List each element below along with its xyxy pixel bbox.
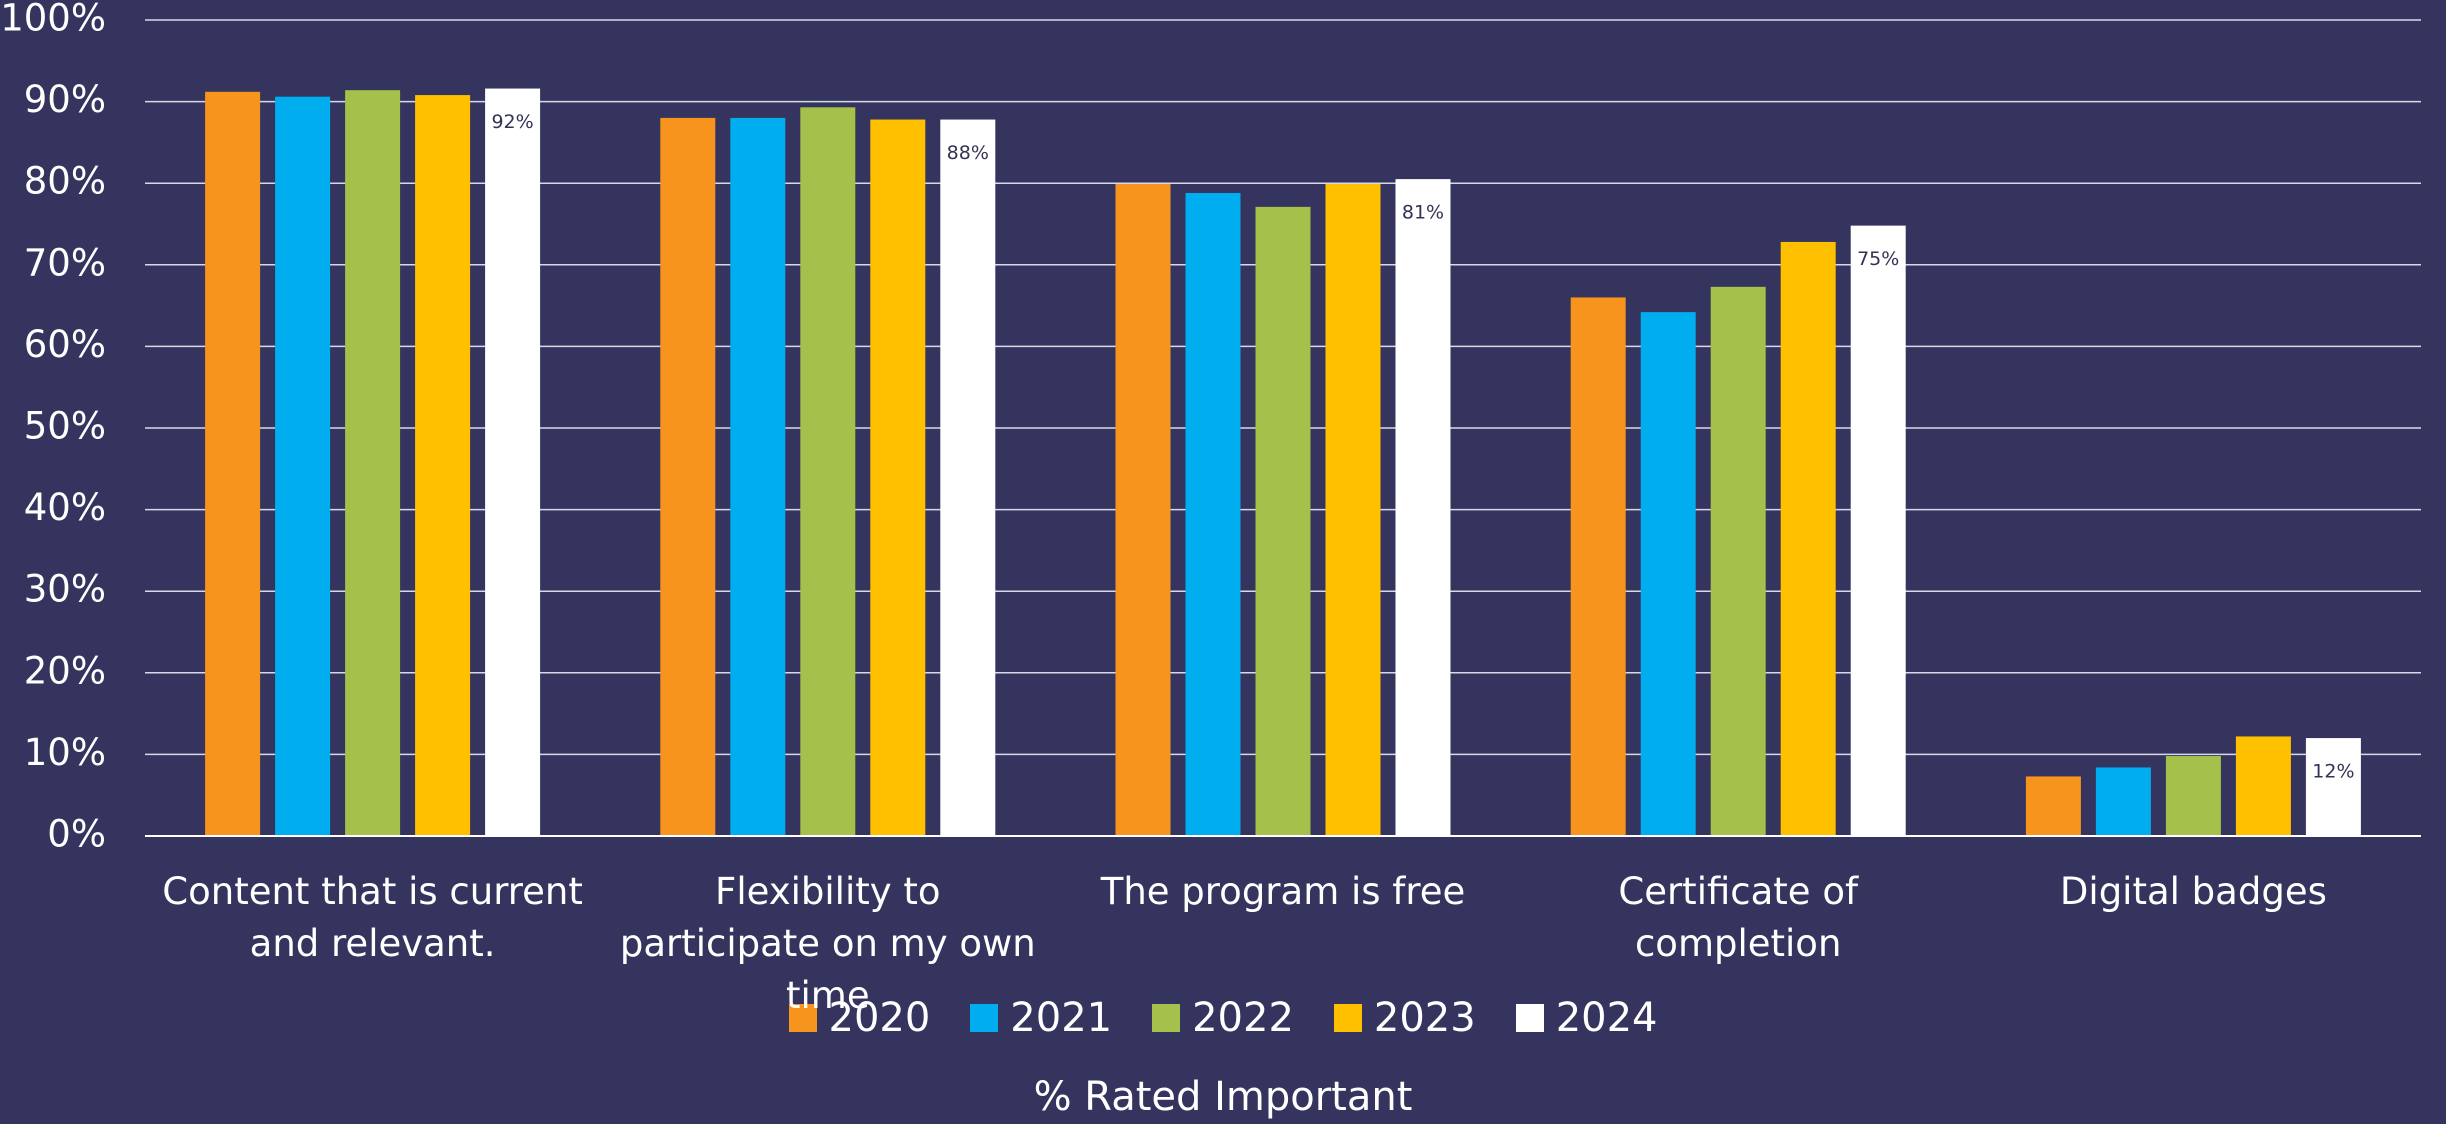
y-tick-label: 80% <box>24 160 106 203</box>
legend-item: 2022 <box>1152 995 1294 1041</box>
x-tick-label: Certificate of completion <box>1618 870 1858 965</box>
legend-item: 2023 <box>1333 995 1476 1041</box>
legend-label: 2021 <box>1010 995 1113 1041</box>
data-label: 12% <box>2312 761 2354 783</box>
bar <box>1570 297 1626 836</box>
y-tick-label: 0% <box>47 813 106 856</box>
bar <box>660 117 716 837</box>
bar <box>1710 286 1766 836</box>
data-label: 92% <box>491 111 533 133</box>
bar <box>2305 738 2361 836</box>
y-tick-label: 100% <box>0 0 106 40</box>
y-tick-label: 20% <box>24 649 106 692</box>
legend-swatch <box>1515 1004 1544 1032</box>
legend-swatch <box>970 1004 999 1032</box>
y-tick-label: 40% <box>24 486 106 529</box>
y-tick-label: 50% <box>24 405 106 448</box>
bar <box>1395 179 1451 836</box>
y-tick-label: 10% <box>24 731 106 774</box>
bar <box>800 107 856 836</box>
bar <box>1255 206 1311 836</box>
bar <box>415 95 471 836</box>
bar <box>940 119 996 836</box>
bar <box>2095 767 2151 836</box>
bar <box>1780 241 1836 836</box>
x-axis-title: % Rated Important <box>1033 1074 1413 1120</box>
y-tick-label: 70% <box>24 241 106 284</box>
x-tick-label: Digital badges <box>2059 870 2327 913</box>
legend-swatch <box>788 1004 817 1032</box>
legend-swatch <box>1152 1004 1181 1032</box>
bar <box>1185 192 1241 836</box>
bar <box>730 117 786 837</box>
legend-label: 2023 <box>1373 995 1476 1041</box>
bar <box>1325 184 1381 837</box>
legend-item: 2020 <box>788 995 931 1041</box>
data-label: 75% <box>1857 248 1899 270</box>
legend-label: 2024 <box>1555 995 1658 1041</box>
x-tick-label: Content that is current and relevant. <box>162 870 583 965</box>
y-tick-label: 60% <box>24 323 106 366</box>
bar <box>870 119 926 836</box>
legend-label: 2020 <box>828 995 931 1041</box>
bar <box>1115 184 1171 837</box>
bar <box>1850 225 1906 836</box>
bar <box>275 96 331 837</box>
legend-label: 2022 <box>1192 995 1294 1041</box>
bar <box>2235 736 2291 836</box>
legend: 2020 2021 2022 2023 2024 <box>0 995 2446 1041</box>
bar <box>345 90 401 836</box>
bar <box>2025 776 2081 836</box>
bar <box>485 88 541 836</box>
x-tick-label: The program is free <box>1100 870 1466 913</box>
legend-item: 2021 <box>970 995 1112 1041</box>
y-tick-label: 90% <box>24 78 106 121</box>
bar <box>205 91 261 837</box>
legend-swatch <box>1333 1004 1362 1032</box>
bar <box>2165 756 2221 836</box>
x-tick-label: Flexibility to participate on my own tim… <box>619 870 1036 1017</box>
y-tick-label: 30% <box>24 568 106 611</box>
bar <box>1640 312 1696 836</box>
data-label: 88% <box>947 142 989 164</box>
legend-item: 2024 <box>1515 995 1658 1041</box>
data-label: 81% <box>1402 202 1444 224</box>
